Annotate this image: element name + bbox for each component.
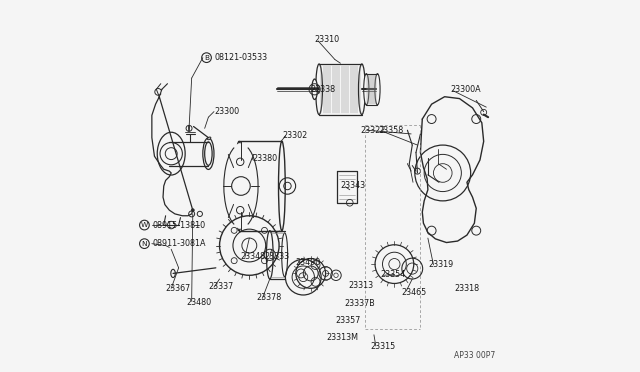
- Text: 23337: 23337: [209, 282, 234, 291]
- Text: 23302: 23302: [283, 131, 308, 140]
- Text: 23337B: 23337B: [344, 299, 375, 308]
- Ellipse shape: [157, 132, 185, 175]
- Circle shape: [191, 209, 195, 212]
- Text: 23300A: 23300A: [450, 85, 481, 94]
- Text: AP33 00P7: AP33 00P7: [454, 351, 495, 360]
- Text: 23313M: 23313M: [326, 333, 358, 342]
- Text: N: N: [141, 241, 147, 247]
- Text: 23465: 23465: [401, 288, 426, 296]
- Ellipse shape: [278, 141, 285, 231]
- Ellipse shape: [358, 64, 365, 115]
- Ellipse shape: [282, 233, 287, 277]
- Text: 23480: 23480: [186, 298, 211, 307]
- Text: 23315: 23315: [370, 342, 396, 351]
- Ellipse shape: [375, 74, 380, 105]
- Text: 23358: 23358: [379, 126, 404, 135]
- Text: 08915-13810: 08915-13810: [152, 221, 205, 230]
- Text: 08911-3081A: 08911-3081A: [152, 239, 206, 248]
- Text: 23300: 23300: [214, 107, 239, 116]
- Ellipse shape: [316, 64, 323, 115]
- Text: 23319: 23319: [429, 260, 454, 269]
- Text: 23367: 23367: [166, 284, 191, 293]
- Text: 23333: 23333: [264, 252, 289, 261]
- Text: 23354: 23354: [380, 270, 406, 279]
- Text: B: B: [204, 55, 209, 61]
- Ellipse shape: [266, 231, 273, 279]
- Text: 08121-03533: 08121-03533: [214, 53, 268, 62]
- Text: 23338: 23338: [310, 85, 336, 94]
- Ellipse shape: [207, 137, 211, 140]
- Ellipse shape: [223, 143, 259, 229]
- Text: 23490: 23490: [296, 258, 321, 267]
- Text: 23343: 23343: [340, 182, 365, 190]
- Ellipse shape: [205, 142, 212, 166]
- Text: 23348: 23348: [240, 252, 265, 261]
- Text: 23357: 23357: [335, 316, 360, 325]
- Text: 23318: 23318: [454, 284, 480, 293]
- Text: 23313: 23313: [348, 281, 373, 290]
- Ellipse shape: [235, 141, 243, 231]
- Text: 23378: 23378: [257, 293, 282, 302]
- Text: 23310: 23310: [314, 35, 340, 44]
- Ellipse shape: [312, 79, 317, 99]
- Text: W: W: [141, 222, 148, 228]
- Text: 23322: 23322: [360, 126, 385, 135]
- Text: 23380: 23380: [252, 154, 277, 163]
- Ellipse shape: [364, 74, 369, 105]
